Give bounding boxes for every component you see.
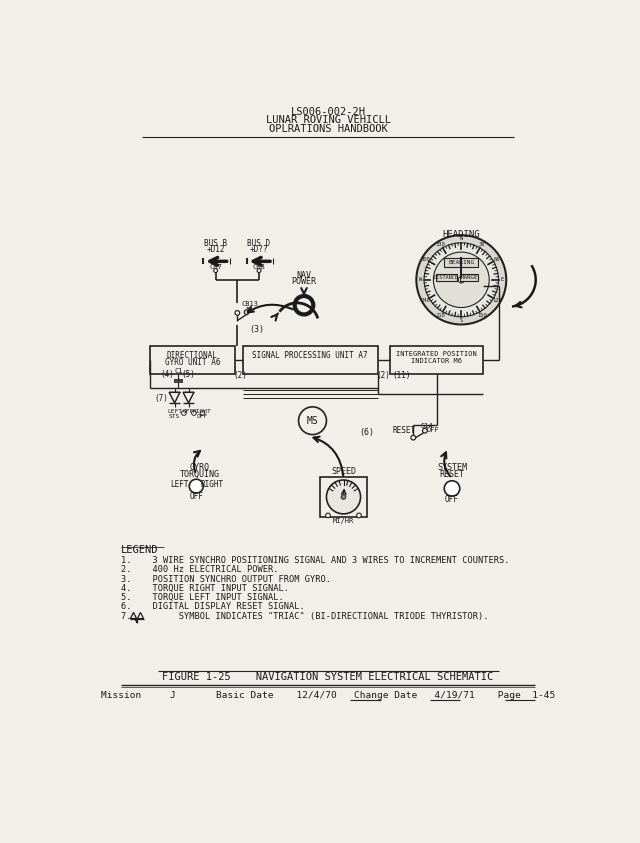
Text: BEARING: BEARING bbox=[448, 260, 474, 266]
Circle shape bbox=[417, 235, 506, 325]
Text: INDICATOR M6: INDICATOR M6 bbox=[411, 358, 462, 364]
Text: RIGHT: RIGHT bbox=[193, 409, 212, 414]
Bar bbox=[390, 346, 483, 373]
Text: (2): (2) bbox=[234, 371, 248, 380]
Text: (3): (3) bbox=[249, 325, 264, 334]
Text: RESET: RESET bbox=[440, 470, 465, 479]
Text: STS: STS bbox=[169, 414, 180, 419]
Text: LEGEND: LEGEND bbox=[121, 545, 159, 556]
Circle shape bbox=[444, 481, 460, 497]
Text: RANGE: RANGE bbox=[460, 275, 478, 280]
Text: SYSTEM: SYSTEM bbox=[437, 463, 467, 472]
Bar bbox=[436, 274, 458, 282]
Text: C1: C1 bbox=[174, 368, 182, 373]
Text: POWER: POWER bbox=[291, 277, 316, 286]
Text: 1.    3 WIRE SYNCHRO POSITIONING SIGNAL AND 3 WIRES TO INCREMENT COUNTERS.: 1. 3 WIRE SYNCHRO POSITIONING SIGNAL AND… bbox=[121, 556, 509, 565]
Text: LS006-002-2H: LS006-002-2H bbox=[291, 107, 365, 117]
Bar bbox=[460, 274, 478, 282]
Text: SPEED: SPEED bbox=[331, 467, 356, 476]
Text: +D12: +D12 bbox=[206, 245, 225, 255]
Text: NAV: NAV bbox=[296, 271, 312, 280]
Text: E: E bbox=[500, 277, 504, 282]
Text: 5.    TORQUE LEFT INPUT SIGNAL.: 5. TORQUE LEFT INPUT SIGNAL. bbox=[121, 593, 284, 602]
Text: 5A: 5A bbox=[246, 307, 254, 313]
Text: 240: 240 bbox=[421, 298, 431, 303]
Circle shape bbox=[182, 411, 186, 416]
Bar bbox=[150, 346, 235, 373]
Circle shape bbox=[422, 428, 428, 433]
Text: OPLRATIONS HANDBOOK: OPLRATIONS HANDBOOK bbox=[269, 124, 387, 134]
Text: 2.    400 Hz ELECTRICAL POWER.: 2. 400 Hz ELECTRICAL POWER. bbox=[121, 566, 278, 574]
Circle shape bbox=[244, 310, 249, 314]
Text: TORQUING: TORQUING bbox=[180, 470, 220, 479]
Text: +D??: +D?? bbox=[250, 245, 268, 255]
Text: RESET: RESET bbox=[392, 427, 415, 435]
Text: DISTANCE: DISTANCE bbox=[434, 275, 459, 280]
Text: (7): (7) bbox=[154, 394, 168, 403]
Circle shape bbox=[458, 277, 465, 283]
Text: W: W bbox=[419, 277, 422, 282]
Text: N: N bbox=[460, 237, 463, 241]
Text: 60: 60 bbox=[493, 257, 500, 262]
Text: GYRO UNIT A6: GYRO UNIT A6 bbox=[164, 358, 220, 368]
Circle shape bbox=[191, 411, 196, 416]
Circle shape bbox=[356, 513, 362, 518]
Text: OFF: OFF bbox=[183, 409, 194, 414]
Bar bbox=[444, 258, 478, 267]
Circle shape bbox=[235, 310, 239, 315]
Circle shape bbox=[326, 513, 330, 518]
Text: OFF: OFF bbox=[426, 427, 439, 433]
Circle shape bbox=[411, 435, 415, 440]
Text: 7.         SYMBOL INDICATES "TRIAC" (BI-DIRECTIONAL TRIODE THYRISTOR).: 7. SYMBOL INDICATES "TRIAC" (BI-DIRECTIO… bbox=[121, 612, 488, 620]
Text: LEFT: LEFT bbox=[167, 409, 182, 414]
Text: INTEGRATED POSITION: INTEGRATED POSITION bbox=[396, 352, 477, 357]
Circle shape bbox=[257, 269, 261, 272]
Text: S: S bbox=[460, 318, 463, 323]
Text: MS: MS bbox=[307, 416, 318, 426]
Text: FIGURE 1-25    NAVIGATION SYSTEM ELECTRICAL SCHEMATIC: FIGURE 1-25 NAVIGATION SYSTEM ELECTRICAL… bbox=[163, 672, 493, 682]
Text: 6.    DIGITAL DISPLAY RESET SIGNAL.: 6. DIGITAL DISPLAY RESET SIGNAL. bbox=[121, 603, 305, 611]
Text: CB13: CB13 bbox=[241, 301, 258, 307]
Text: RIGHT: RIGHT bbox=[200, 481, 223, 489]
Text: BUS B: BUS B bbox=[204, 239, 227, 248]
Text: (2): (2) bbox=[377, 371, 391, 380]
Text: 4.    TORQUE RIGHT INPUT SIGNAL.: 4. TORQUE RIGHT INPUT SIGNAL. bbox=[121, 584, 289, 593]
Text: LUNAR ROVING VEHICLL: LUNAR ROVING VEHICLL bbox=[266, 115, 390, 126]
Text: Mission     J       Basic Date    12/4/70   Change Date   4/19/71    Page  1-45: Mission J Basic Date 12/4/70 Change Date… bbox=[101, 691, 555, 700]
Circle shape bbox=[214, 269, 218, 272]
Text: CR8: CR8 bbox=[253, 265, 266, 271]
Text: 3.    POSITION SYNCHRO OUTPUT FROM GYRO.: 3. POSITION SYNCHRO OUTPUT FROM GYRO. bbox=[121, 575, 331, 583]
Circle shape bbox=[326, 480, 360, 514]
Circle shape bbox=[200, 411, 205, 416]
Text: DIRECTIONAL: DIRECTIONAL bbox=[167, 351, 218, 360]
Text: (5): (5) bbox=[182, 370, 195, 379]
Circle shape bbox=[341, 495, 346, 499]
Text: CR7: CR7 bbox=[209, 265, 222, 271]
Text: (11): (11) bbox=[392, 371, 411, 380]
Circle shape bbox=[433, 252, 489, 308]
Text: OFF: OFF bbox=[197, 414, 208, 419]
Text: 30: 30 bbox=[479, 242, 485, 247]
Text: 300: 300 bbox=[421, 257, 431, 262]
Text: SIGNAL PROCESSING UNIT A7: SIGNAL PROCESSING UNIT A7 bbox=[252, 351, 368, 360]
Text: (4): (4) bbox=[161, 370, 175, 379]
Circle shape bbox=[424, 243, 499, 317]
Bar bbox=[243, 346, 378, 373]
Text: MI/HR: MI/HR bbox=[333, 518, 354, 524]
Text: HEADING: HEADING bbox=[442, 230, 480, 239]
Text: 210: 210 bbox=[436, 313, 445, 318]
Text: BUS D: BUS D bbox=[248, 239, 271, 248]
Text: LEFT: LEFT bbox=[170, 481, 188, 489]
Bar bbox=[320, 477, 367, 517]
Text: GYRO: GYRO bbox=[190, 463, 210, 472]
Text: 120: 120 bbox=[492, 298, 502, 303]
Text: 150: 150 bbox=[477, 313, 486, 318]
Text: OFF: OFF bbox=[445, 495, 459, 504]
Text: 330: 330 bbox=[436, 242, 445, 247]
Circle shape bbox=[189, 479, 204, 493]
Text: S14: S14 bbox=[421, 423, 433, 429]
Text: (6): (6) bbox=[359, 427, 374, 437]
Text: OFF: OFF bbox=[189, 492, 203, 502]
